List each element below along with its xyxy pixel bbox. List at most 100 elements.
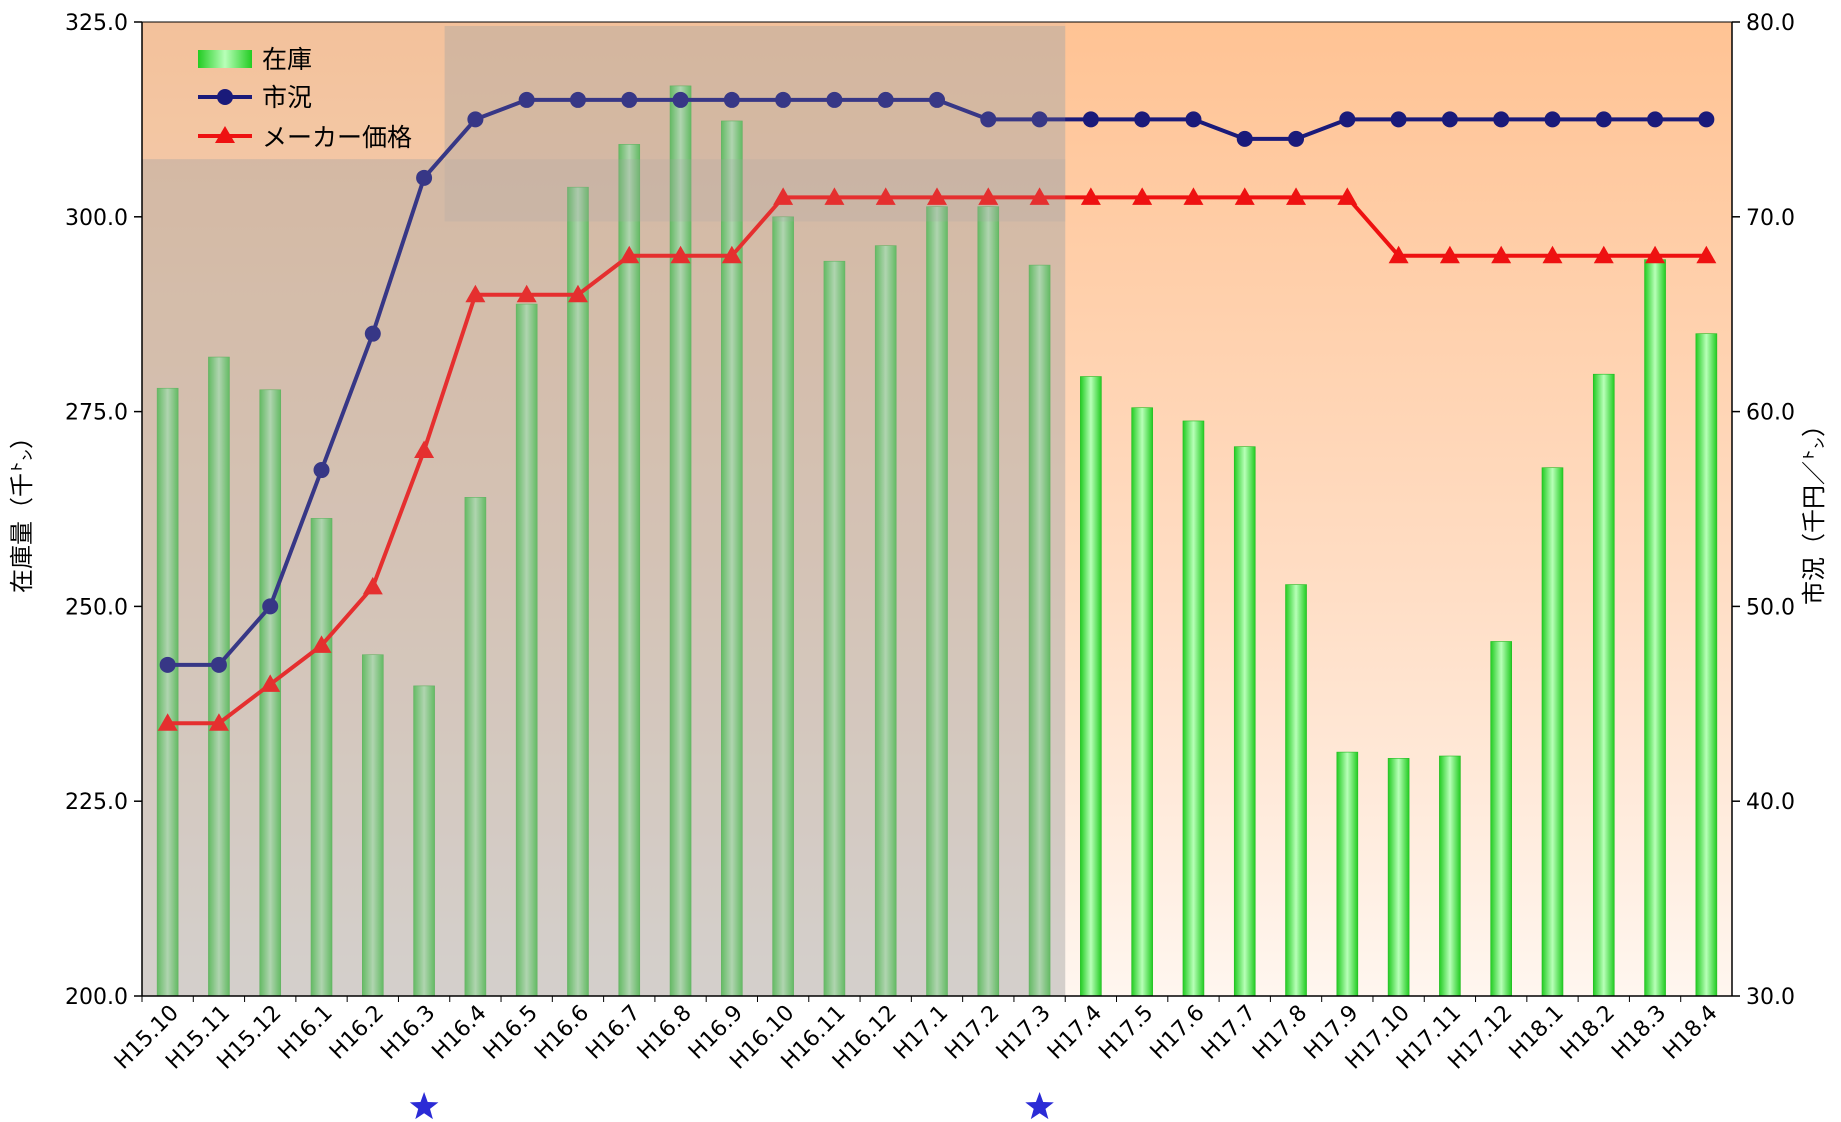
maker-price-point-h15-12 [260, 674, 281, 692]
bar-h17-7 [1233, 446, 1256, 997]
market-point-h17-2 [980, 111, 997, 128]
right-tick-label: 30.0 [1746, 985, 1795, 1010]
market-point-h18-2 [1595, 111, 1612, 128]
axes [141, 21, 1733, 997]
legend-marker-maker-price [215, 126, 235, 143]
x-tick-label-h16-6: H16.6 [530, 1001, 594, 1065]
maker-price-point-h17-7 [1234, 187, 1255, 205]
market-point-h17-10 [1390, 111, 1407, 128]
shade-main [142, 159, 1066, 996]
bar-h17-12 [1490, 641, 1512, 997]
right-axis-title: 市況（千円／㌧） [1800, 413, 1828, 605]
x-tick-label-h18-3: H18.3 [1607, 1001, 1671, 1065]
market-point-h17-5 [1134, 111, 1151, 128]
maker-price-point-h18-4 [1696, 245, 1717, 264]
star-icon [1025, 1092, 1054, 1120]
left-axis-title: 在庫量（千㌧） [8, 425, 36, 593]
maker-price-point-h17-3 [1029, 187, 1050, 205]
bar-h18-4 [1695, 333, 1718, 997]
x-tick-label-h18-2: H18.2 [1556, 1001, 1620, 1065]
x-tick-label-h17-1: H17.1 [889, 1001, 953, 1065]
maker-price-point-h16-7 [619, 245, 640, 264]
maker-price-point-h17-12 [1491, 245, 1512, 264]
shade-top [444, 26, 1066, 160]
maker-price-point-h15-11 [208, 713, 229, 731]
x-tick-label-h17-5: H17.5 [1094, 1001, 1158, 1065]
market-point-h16-2 [364, 325, 381, 342]
maker-price-point-h16-12 [875, 187, 896, 205]
left-axis-ticks: 200.0 225.0 250.0 275.0 300.0 325.0 [65, 11, 142, 1010]
bar-h18-1 [1541, 467, 1564, 997]
right-tick-label: 80.0 [1746, 11, 1795, 36]
maker-price-point-h16-10 [773, 187, 794, 205]
bar-h18-2 [1592, 373, 1615, 997]
x-tick-label-h18-4: H18.4 [1659, 1001, 1723, 1065]
maker-price-point-h15-10 [157, 713, 178, 731]
market-point-h16-7 [621, 91, 638, 108]
market-point-h15-11 [210, 656, 227, 673]
market-point-h16-8 [672, 91, 689, 108]
market-point-h17-1 [929, 91, 945, 108]
legend-swatch-inventory [198, 50, 252, 68]
x-tick-label-h16-8: H16.8 [633, 1001, 697, 1065]
maker-price-point-h16-3 [414, 440, 435, 459]
market-point-h16-9 [723, 91, 740, 108]
maker-price-point-h16-1 [311, 635, 332, 653]
shaded-overlay [142, 26, 1066, 996]
x-tick-label-h16-7: H16.7 [581, 1001, 645, 1065]
x-tick-label-h17-3: H17.3 [992, 1001, 1056, 1065]
bar-h17-4 [1080, 376, 1102, 997]
maker-price-point-h18-2 [1593, 245, 1614, 264]
shade-band [444, 159, 1066, 222]
bar-h17-10 [1387, 758, 1410, 997]
maker-price-point-h18-3 [1645, 245, 1666, 264]
market-point-h15-10 [159, 656, 176, 673]
market-point-h17-7 [1236, 130, 1253, 147]
bar-h17-9 [1336, 751, 1359, 997]
x-tick-label-h17-4: H17.4 [1043, 1001, 1107, 1065]
market-point-h16-1 [313, 462, 330, 479]
market-point-h18-4 [1698, 111, 1715, 128]
plot-area [142, 22, 1732, 997]
legend-label-inventory: 在庫 [262, 45, 312, 74]
right-tick-label: 50.0 [1746, 595, 1795, 620]
maker-price-point-h16-4 [465, 284, 486, 303]
bar-h18-3 [1644, 259, 1666, 997]
market-point-h18-3 [1647, 111, 1664, 128]
market-point-h18-1 [1544, 111, 1561, 128]
market-point-h16-5 [518, 91, 535, 108]
bar-h17-6 [1182, 420, 1205, 997]
x-tick-label-h16-1: H16.1 [274, 1001, 338, 1065]
maker-price-point-h18-1 [1542, 245, 1563, 264]
right-tick-label: 70.0 [1746, 206, 1795, 231]
market-point-h17-11 [1441, 111, 1458, 128]
right-axis-ticks: 30.0 40.0 50.0 60.0 70.0 80.0 [1732, 11, 1795, 1010]
legend-marker-market [217, 89, 233, 105]
maker-price-point-h16-11 [824, 187, 845, 205]
maker-price-point-h16-8 [670, 245, 691, 264]
inventory-bars [156, 85, 1718, 997]
market-point-h17-12 [1493, 111, 1510, 128]
market-point-h16-10 [775, 91, 792, 108]
legend-label-market: 市況 [262, 83, 312, 112]
legend-label-maker-price: メーカー価格 [262, 123, 412, 152]
x-tick-label-h17-2: H17.2 [941, 1001, 1005, 1065]
maker-price-point-h17-1 [927, 187, 947, 205]
x-tick-label-h16-5: H16.5 [479, 1001, 543, 1065]
left-tick-label: 200.0 [65, 985, 128, 1010]
market-point-h16-11 [826, 91, 843, 108]
left-tick-label: 325.0 [65, 11, 128, 36]
market-point-h17-3 [1031, 111, 1048, 128]
left-tick-label: 275.0 [65, 401, 128, 426]
x-tick-label-h17-6: H17.6 [1146, 1001, 1210, 1065]
market-point-h17-6 [1185, 111, 1202, 128]
x-tick-label-h16-2: H16.2 [325, 1001, 389, 1065]
market-point-h15-12 [262, 598, 279, 615]
x-tick-label-h16-4: H16.4 [428, 1001, 492, 1065]
maker-price-point-h17-9 [1337, 187, 1358, 205]
x-tick-label-h16-3: H16.3 [376, 1001, 440, 1065]
star-icon [409, 1092, 439, 1120]
line-shade-overlay [142, 22, 1066, 996]
left-tick-label: 300.0 [65, 206, 128, 231]
